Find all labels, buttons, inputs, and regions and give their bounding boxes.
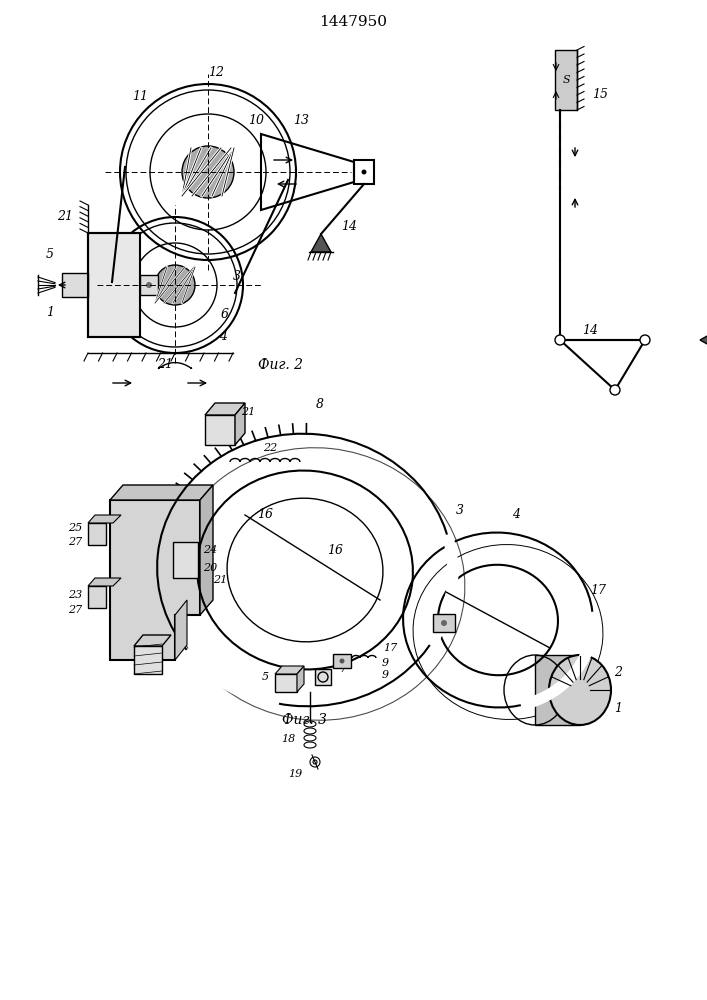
Bar (88, 523, 106, 545)
Text: 3: 3 (233, 270, 241, 284)
Polygon shape (175, 600, 187, 660)
Text: 1: 1 (614, 702, 622, 714)
Circle shape (610, 385, 620, 395)
Polygon shape (700, 330, 707, 350)
Text: 11: 11 (132, 91, 148, 104)
Text: 5: 5 (262, 672, 269, 682)
Bar (134, 646, 162, 674)
Text: 4: 4 (219, 330, 227, 344)
Text: 23: 23 (68, 590, 82, 600)
Text: 16: 16 (327, 544, 343, 556)
Polygon shape (200, 485, 213, 615)
Polygon shape (205, 403, 245, 415)
Text: 2: 2 (614, 666, 622, 678)
Text: 19: 19 (288, 769, 302, 779)
Text: S: S (562, 75, 570, 85)
Text: 25: 25 (68, 523, 82, 533)
Text: 8: 8 (316, 398, 324, 412)
Bar (173, 542, 198, 578)
Polygon shape (110, 485, 213, 500)
Text: 7: 7 (339, 664, 346, 674)
Polygon shape (275, 666, 304, 674)
Bar (315, 669, 331, 685)
Text: 24: 24 (203, 545, 217, 555)
Text: 22: 22 (263, 443, 277, 453)
Ellipse shape (549, 655, 611, 725)
Circle shape (640, 335, 650, 345)
Polygon shape (88, 515, 121, 523)
Polygon shape (88, 578, 121, 586)
Text: 15: 15 (592, 89, 608, 102)
Text: 14: 14 (341, 220, 357, 232)
Wedge shape (182, 146, 234, 198)
Polygon shape (134, 635, 171, 646)
Wedge shape (155, 265, 195, 305)
Text: 3: 3 (456, 504, 464, 516)
Text: 21: 21 (241, 407, 255, 417)
Text: 27: 27 (68, 605, 82, 615)
Text: 27: 27 (68, 537, 82, 547)
Polygon shape (110, 500, 200, 660)
Bar (555, 50, 577, 110)
Polygon shape (297, 666, 304, 692)
Text: 13: 13 (293, 113, 309, 126)
Text: 14: 14 (582, 324, 598, 336)
Polygon shape (311, 234, 331, 252)
Text: 6: 6 (221, 308, 229, 322)
Bar (205, 415, 235, 445)
Text: Фиг. 2: Фиг. 2 (257, 358, 303, 372)
Bar (88, 586, 106, 608)
Circle shape (441, 620, 447, 626)
Bar (535, 655, 580, 725)
FancyArrowPatch shape (158, 363, 192, 368)
Text: 9: 9 (382, 658, 389, 668)
Text: 21: 21 (57, 211, 73, 224)
Text: 10: 10 (248, 113, 264, 126)
Text: 16: 16 (257, 508, 273, 522)
Text: 21: 21 (157, 359, 173, 371)
Text: 1447950: 1447950 (319, 15, 387, 29)
Circle shape (361, 169, 366, 174)
Bar (354, 160, 374, 184)
Bar (433, 614, 455, 632)
Text: 1: 1 (46, 306, 54, 320)
Text: Фиг. 3: Фиг. 3 (283, 713, 327, 727)
Text: 18: 18 (281, 734, 295, 744)
Circle shape (555, 335, 565, 345)
Circle shape (146, 282, 152, 288)
Polygon shape (235, 403, 245, 445)
Text: 17: 17 (383, 643, 397, 653)
Text: 4: 4 (512, 508, 520, 522)
Bar (88, 233, 140, 337)
Bar (333, 654, 351, 668)
Bar (62, 273, 88, 297)
Text: 17: 17 (590, 584, 606, 596)
Bar (140, 275, 158, 295)
Text: 5: 5 (46, 248, 54, 261)
Text: 20: 20 (203, 563, 217, 573)
Bar (275, 674, 297, 692)
Text: 12: 12 (208, 66, 224, 79)
Text: 21: 21 (213, 575, 227, 585)
Circle shape (339, 658, 344, 664)
Text: 9: 9 (382, 670, 389, 680)
